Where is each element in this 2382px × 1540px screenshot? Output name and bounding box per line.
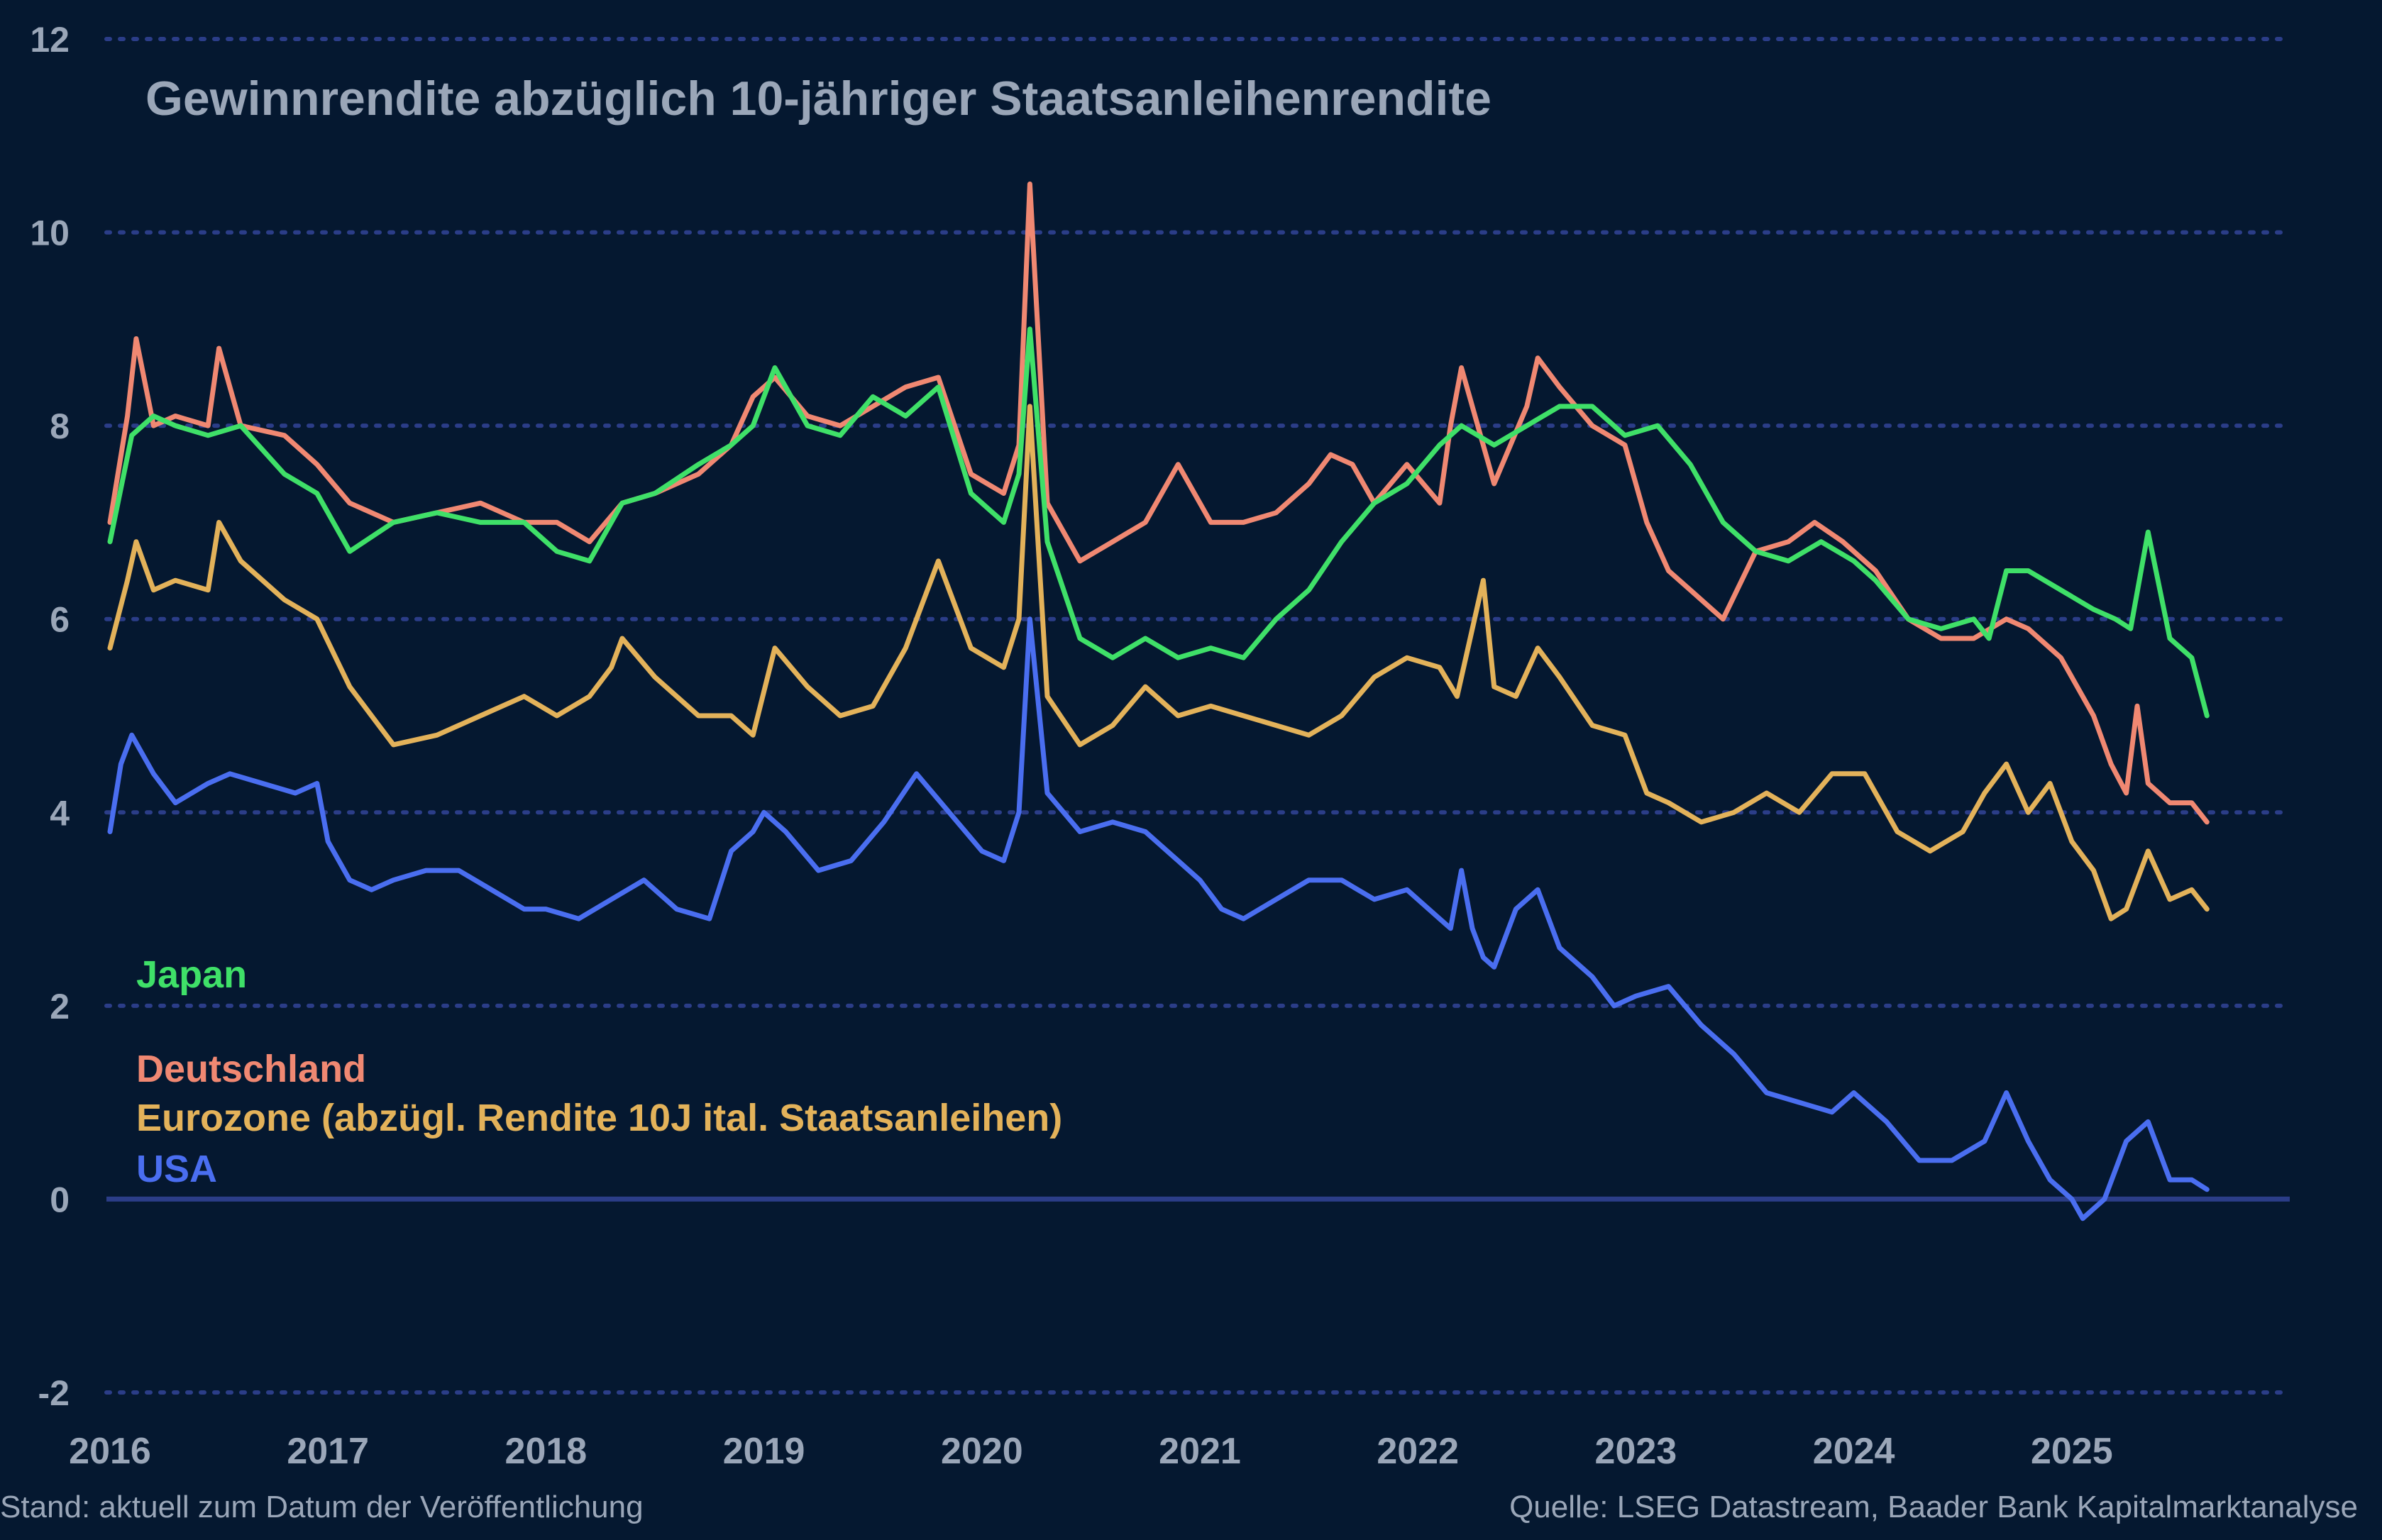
grid-layer [104, 37, 2292, 1395]
x-tick-label: 2025 [2031, 1431, 2113, 1472]
y-tick-label: -2 [38, 1373, 70, 1413]
footer-stand: Stand: aktuell zum Datum der Veröffentli… [0, 1490, 644, 1524]
legend-deutschland: Deutschland [136, 1048, 367, 1090]
series-deutschland-line [107, 181, 2210, 825]
y-tick-label: 0 [50, 1180, 70, 1219]
x-tick-label: 2023 [1595, 1431, 1677, 1472]
chart-title: Gewinnrendite abzüglich 10-jähriger Staa… [145, 72, 1491, 126]
x-tick-label: 2024 [1813, 1431, 1895, 1472]
x-tick-label: 2016 [69, 1431, 151, 1472]
x-tick-label: 2018 [505, 1431, 588, 1472]
series-usa-line [107, 616, 2210, 1222]
y-tick-label: 6 [50, 600, 70, 640]
x-tick-label: 2022 [1377, 1431, 1459, 1472]
legend-japan: Japan [136, 953, 248, 996]
y-tick-label: 4 [50, 793, 70, 833]
y-tick-label: 12 [30, 20, 70, 60]
x-tick-label: 2021 [1159, 1431, 1241, 1472]
y-tick-label: 8 [50, 406, 70, 446]
x-tick-label: 2017 [287, 1431, 369, 1472]
series-layer [107, 181, 2210, 1222]
x-tick-label: 2019 [723, 1431, 805, 1472]
footer-quelle: Quelle: LSEG Datastream, Baader Bank Kap… [1509, 1490, 2358, 1524]
legend-usa: USA [136, 1148, 218, 1190]
series-eurozone-line [107, 404, 2210, 921]
axis-layer: -2 0 2 4 6 8 10 12 2016 2017 2018 2019 2020 2021 2022 2… [30, 20, 2112, 1472]
legend-eurozone: Eurozone (abzügl. Rendite 10J ital. Staa… [136, 1097, 1063, 1139]
series-japan-line [107, 326, 2210, 719]
x-tick-label: 2020 [941, 1431, 1023, 1472]
y-tick-label: 10 [30, 214, 70, 253]
y-tick-label: 2 [50, 987, 70, 1026]
